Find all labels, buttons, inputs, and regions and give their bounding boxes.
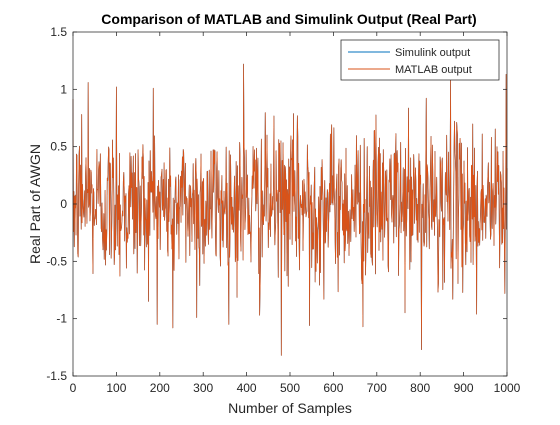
series-line-matlab: [72, 63, 508, 356]
x-tick-label: 600: [323, 381, 343, 395]
y-tick-label: 0: [60, 197, 67, 211]
y-tick-label: 0.5: [50, 140, 67, 154]
x-tick-label: 1000: [494, 381, 521, 395]
y-tick-label: -0.5: [46, 254, 67, 268]
legend-label-simulink: Simulink output: [395, 47, 470, 59]
y-tick-label: 1.5: [50, 25, 67, 39]
y-axis-label: Real Part of AWGN: [27, 144, 43, 264]
x-axis-ticks: 0 100 200 300 400 500 600 700 800 900 1000: [70, 32, 521, 395]
y-axis-ticks: -1.5 -1 -0.5 0 0.5 1 1.5: [46, 25, 507, 383]
x-tick-label: 100: [106, 381, 126, 395]
x-tick-label: 200: [150, 381, 170, 395]
legend: Simulink output MATLAB output: [340, 39, 500, 81]
y-tick-label: -1: [56, 312, 67, 326]
chart-title: Comparison of MATLAB and Simulink Output…: [101, 11, 476, 27]
x-tick-label: 400: [237, 381, 257, 395]
series-layer: [72, 63, 508, 356]
y-tick-label: 1: [60, 82, 67, 96]
x-tick-label: 300: [193, 381, 213, 395]
legend-label-matlab: MATLAB output: [395, 64, 472, 76]
x-tick-label: 0: [70, 381, 77, 395]
x-axis-label: Number of Samples: [228, 400, 352, 416]
y-tick-label: -1.5: [46, 369, 67, 383]
x-tick-label: 800: [410, 381, 430, 395]
x-tick-label: 900: [454, 381, 474, 395]
x-tick-label: 500: [280, 381, 300, 395]
x-tick-label: 700: [367, 381, 387, 395]
legend-box: [340, 39, 500, 81]
